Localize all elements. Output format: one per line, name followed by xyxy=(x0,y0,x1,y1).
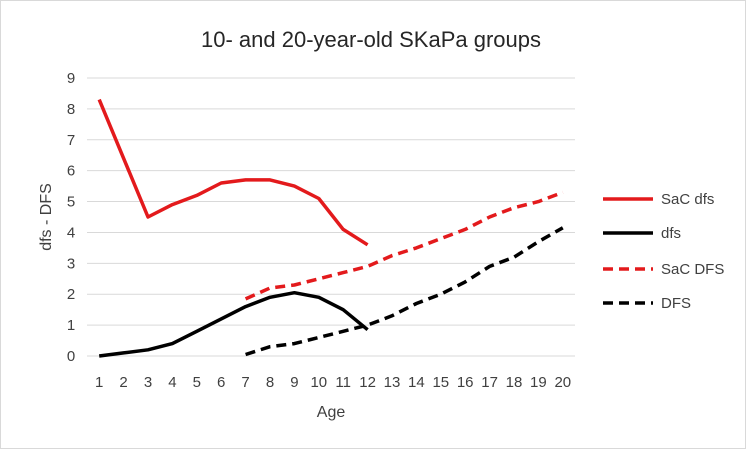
x-tick-label: 7 xyxy=(241,374,249,391)
y-tick-label: 7 xyxy=(67,132,75,149)
x-tick-label: 3 xyxy=(144,374,152,391)
y-axis-label: dfs - DFS xyxy=(38,183,55,251)
x-tick-label: 11 xyxy=(335,374,351,391)
x-tick-label: 9 xyxy=(290,374,298,391)
y-tick-label: 9 xyxy=(67,70,75,87)
series-line-sac-dfs xyxy=(244,190,564,301)
y-tick-label: 4 xyxy=(67,224,75,241)
legend-label: dfs xyxy=(661,225,681,242)
x-axis-label: Age xyxy=(317,404,346,421)
y-tick-label: 3 xyxy=(67,255,75,272)
legend-label: SaC DFS xyxy=(661,261,724,278)
chart-title: 10- and 20-year-old SKaPa groups xyxy=(201,27,541,52)
y-tick-labels: 0 1 2 3 4 5 6 7 8 9 xyxy=(67,70,75,365)
series-line-dfs xyxy=(245,226,564,357)
x-tick-label: 13 xyxy=(384,374,401,391)
x-tick-label: 14 xyxy=(408,374,425,391)
x-tick-label: 8 xyxy=(266,374,274,391)
x-tick-label: 17 xyxy=(481,374,498,391)
y-tick-label: 8 xyxy=(67,101,75,118)
legend-label: SaC dfs xyxy=(661,191,714,208)
x-tick-label: 5 xyxy=(193,374,201,391)
x-tick-label: 16 xyxy=(457,374,474,391)
x-tick-label: 4 xyxy=(168,374,176,391)
y-tick-label: 1 xyxy=(67,317,75,334)
gridlines xyxy=(87,77,575,357)
y-tick-label: 0 xyxy=(67,348,75,365)
x-tick-label: 15 xyxy=(432,374,449,391)
x-tick-labels: 1 2 3 4 5 6 7 8 9 10 11 12 13 14 15 16 17 18 19 20 xyxy=(95,374,571,391)
y-tick-label: 5 xyxy=(67,194,75,211)
y-tick-label: 2 xyxy=(67,286,75,303)
legend-label: DFS xyxy=(661,295,691,312)
x-tick-label: 12 xyxy=(359,374,376,391)
series-lines xyxy=(97,98,564,358)
x-tick-label: 10 xyxy=(310,374,327,391)
x-tick-label: 18 xyxy=(506,374,523,391)
x-tick-label: 6 xyxy=(217,374,225,391)
x-tick-label: 19 xyxy=(530,374,547,391)
y-tick-label: 6 xyxy=(67,163,75,180)
x-tick-label: 1 xyxy=(95,374,103,391)
x-tick-label: 20 xyxy=(554,374,571,391)
legend: SaC dfs dfs SaC DFS DFS xyxy=(603,191,724,312)
x-tick-label: 2 xyxy=(119,374,127,391)
series-line-dfs xyxy=(98,290,369,358)
series-line-sac-dfs xyxy=(97,98,369,247)
